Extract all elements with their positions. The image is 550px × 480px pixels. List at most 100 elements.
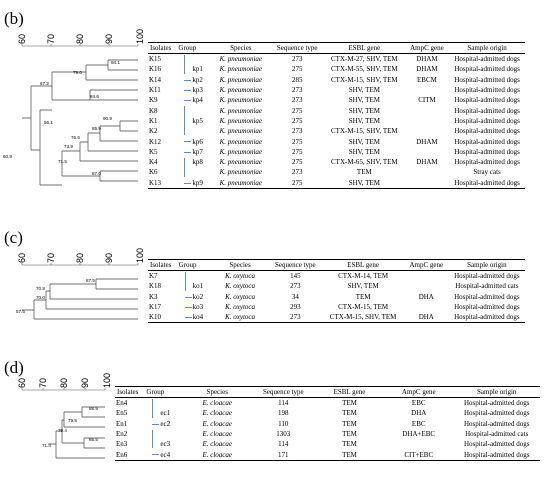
sample-origin-cell: Hospital-admitted dogs xyxy=(463,409,530,418)
group-cell: kp4 xyxy=(176,95,211,105)
sequence-type-cell: 198 xyxy=(278,409,289,418)
isolate-cell: K2 xyxy=(149,127,158,136)
sample-origin-cell: Hospital-admitted dogs xyxy=(454,158,520,167)
group-bracket xyxy=(184,100,192,102)
species-cell: E. cloacae xyxy=(202,440,233,449)
species-cell: K. pneumoniae xyxy=(219,86,263,95)
ampc-gene-cell xyxy=(404,177,450,189)
esbl-gene-cell: CTX-M-14, TEM xyxy=(338,272,389,281)
group-cell xyxy=(176,105,211,136)
table-row: En1 ec2 E. cloacae 110 TEM EBC Hospital-admitt… xyxy=(115,419,540,429)
table-row: K7 K. oxytoca 145 CTX-M-14, TEM Hospital-adm… xyxy=(148,271,525,291)
ampc-gene-cell xyxy=(405,126,449,136)
table-body: K7 K. oxytoca 145 CTX-M-14, TEM Hospital-adm… xyxy=(148,271,525,324)
ampc-gene-cell: DHAM xyxy=(416,55,438,64)
isolate-cell: K17 xyxy=(149,303,162,312)
axis-tick-label: 60 xyxy=(17,378,27,388)
axis-tick-label: 60 xyxy=(17,34,27,44)
species-cell: E. cloacae xyxy=(202,430,233,439)
esbl-gene-cell: TEM xyxy=(342,399,357,408)
sequence-type-cell: 110 xyxy=(278,419,289,428)
sequence-type-cell: 275 xyxy=(270,177,324,189)
group-cell: ko4 xyxy=(176,312,212,324)
esbl-gene-cell: TEM xyxy=(356,168,372,177)
col-header: ESBL gene xyxy=(323,42,405,54)
isolate-cell: En5 xyxy=(116,409,128,418)
panel-label: (c) xyxy=(4,228,23,247)
sample-origin-cell: Hospital-admitted dogs xyxy=(454,55,520,64)
isolate-cell: K5 xyxy=(149,147,158,156)
col-header: Isolates xyxy=(115,386,145,398)
sample-origin-cell: Hospital-admitted dogs xyxy=(454,65,520,74)
col-header: AmpC gene xyxy=(403,259,449,271)
isolate-cell: K8 xyxy=(149,106,158,115)
isolate-cell: En2 xyxy=(116,430,128,439)
group-cell xyxy=(176,167,211,177)
sequence-type-cell: 275 xyxy=(291,116,303,125)
dendrogram-branches xyxy=(22,278,138,320)
node-value: 71.5 xyxy=(58,159,67,164)
node-value: 76.6 xyxy=(71,135,80,140)
table-body: K15 K. pneumoniae 273 CTX-M-27, SHV, TEM DHA… xyxy=(148,54,525,189)
ampc-gene-cell xyxy=(405,167,449,177)
isolate-cell: K10 xyxy=(148,312,177,324)
group-cell xyxy=(177,271,212,291)
sequence-type-cell: 114 xyxy=(278,399,289,408)
table-header-row: Isolates Group Species Sequence type ESB… xyxy=(148,42,525,54)
isolate-cell: K18 xyxy=(149,282,162,291)
esbl-gene-cell: TEM xyxy=(355,292,371,301)
esbl-gene-cell: SHV, TEM xyxy=(348,96,380,105)
axis-tick-label: 90 xyxy=(80,378,90,388)
group-cell: ec1 xyxy=(160,409,171,418)
table-header-row: Isolates Group Species Sequence type ESB… xyxy=(115,386,540,398)
node-value: 71.4 xyxy=(42,443,51,448)
col-header: Sample origin xyxy=(449,42,525,54)
node-value: 87.5 xyxy=(86,278,95,283)
species-cell: K. oxytoca xyxy=(225,282,256,291)
table-row: K1 kp5 K. pneumoniae 275 SHV, TEM Hospital-ad… xyxy=(148,116,525,126)
group-cell: kp3 xyxy=(176,85,211,95)
group-bracket xyxy=(152,423,160,425)
group-cell: ec2 xyxy=(144,419,182,429)
col-header: Isolates xyxy=(148,259,177,271)
sample-origin-cell: Hospital-admitted dogs xyxy=(454,303,520,312)
axis-tick-label: 90 xyxy=(104,253,114,263)
sample-origin-cell: Hospital-admitted dogs xyxy=(454,272,520,281)
esbl-gene-cell: TEM xyxy=(342,430,357,439)
group-cell xyxy=(176,126,211,136)
col-header: Species xyxy=(211,42,271,54)
group-bracket xyxy=(184,79,192,81)
table-row: En3 ec3 E. cloacae 114 TEM Hospital-admitted … xyxy=(115,439,540,449)
table-row: K15 K. pneumoniae 273 CTX-M-27, SHV, TEM DHA… xyxy=(148,54,525,74)
esbl-gene-cell: CTX-M-65, SHV, TEM xyxy=(331,158,398,167)
esbl-gene-cell: SHV, TEM xyxy=(348,106,380,115)
node-value: 90.9 xyxy=(103,116,112,121)
ampc-gene-cell xyxy=(405,105,449,115)
group-bracket xyxy=(184,272,186,291)
esbl-gene-cell: TEM xyxy=(342,409,357,418)
dendrogram-branches xyxy=(22,59,138,186)
isolate-cell: K9 xyxy=(149,96,158,105)
dendrogram-c: 60 70 80 90 100 87.5 70.8 70.0 57.5 xyxy=(16,248,145,320)
sample-origin-cell: Hospital-admitted dogs xyxy=(449,177,525,189)
isolate-cell: K11 xyxy=(149,86,161,95)
node-value: 67.2 xyxy=(40,81,49,86)
group-bracket xyxy=(152,399,154,418)
node-value: 94.1 xyxy=(111,60,120,65)
esbl-gene-cell: TEM xyxy=(342,440,357,449)
ampc-gene-cell xyxy=(404,302,449,312)
species-cell: K. pneumoniae xyxy=(219,65,263,74)
species-cell: K. pneumoniae xyxy=(219,106,263,115)
group-bracket xyxy=(184,182,192,184)
ampc-gene-cell: EBCM xyxy=(417,75,437,84)
isolate-cell: K12 xyxy=(149,137,162,146)
species-cell: E. cloacae xyxy=(202,409,233,418)
node-value: 56.1 xyxy=(44,120,53,125)
species-cell: K. oxytoca xyxy=(225,272,256,281)
col-header: Sample origin xyxy=(453,386,540,398)
species-cell: K. pneumoniae xyxy=(219,96,263,105)
isolate-cell: En1 xyxy=(116,419,128,428)
axis-tick-label: 70 xyxy=(46,253,56,263)
isolates-table-b: Isolates Group Species Sequence type ESB… xyxy=(148,42,525,189)
species-cell: K. pneumoniae xyxy=(219,55,263,64)
